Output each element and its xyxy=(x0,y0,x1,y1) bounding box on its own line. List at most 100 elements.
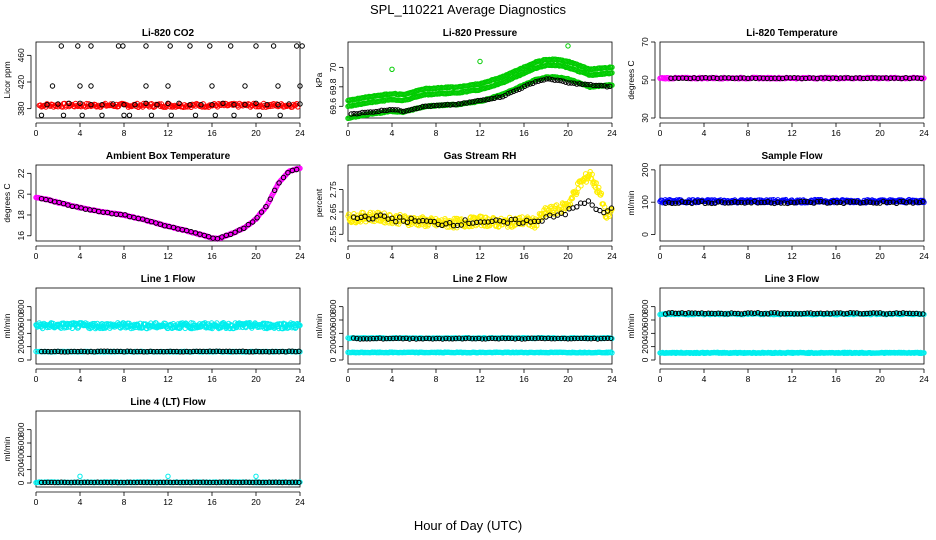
data-point xyxy=(798,198,804,205)
data-point xyxy=(768,75,774,82)
data-point xyxy=(718,310,725,317)
data-point xyxy=(472,336,479,342)
data-point xyxy=(55,479,61,486)
data-point xyxy=(837,199,844,205)
data-point xyxy=(589,171,595,177)
data-point xyxy=(275,102,281,108)
data-point xyxy=(864,199,870,205)
data-point xyxy=(297,165,303,171)
data-point xyxy=(455,101,462,107)
y-axis-label: percent xyxy=(314,188,324,217)
data-point xyxy=(575,335,581,342)
data-point xyxy=(593,180,599,186)
data-point xyxy=(269,348,276,355)
data-point xyxy=(433,335,439,342)
data-point xyxy=(297,83,303,89)
data-point xyxy=(745,199,751,205)
data-point xyxy=(609,70,615,76)
data-point xyxy=(845,75,851,81)
data-point xyxy=(294,43,300,49)
data-point xyxy=(154,102,160,108)
data-point xyxy=(359,109,365,116)
chart-title: Li-820 Temperature xyxy=(746,28,838,39)
data-point xyxy=(360,336,367,342)
y-tick-label: 200 xyxy=(640,339,650,353)
data-point xyxy=(560,78,566,84)
data-point xyxy=(569,195,576,201)
data-point xyxy=(294,321,300,327)
data-point xyxy=(79,112,85,119)
data-point xyxy=(581,200,588,206)
data-point xyxy=(830,75,836,81)
data-point xyxy=(535,78,542,84)
data-point xyxy=(562,335,568,342)
data-point xyxy=(364,336,370,342)
data-point xyxy=(519,336,525,342)
data-point xyxy=(286,101,292,107)
data-point xyxy=(280,174,287,181)
data-point xyxy=(895,75,901,81)
data-point xyxy=(187,349,193,355)
plot-frame xyxy=(35,164,301,242)
data-point xyxy=(880,198,886,205)
data-point xyxy=(742,310,748,317)
data-point xyxy=(692,310,698,316)
data-points xyxy=(345,43,615,122)
data-point xyxy=(443,335,449,342)
data-point xyxy=(545,335,551,342)
data-point xyxy=(568,336,574,342)
data-point xyxy=(834,200,840,206)
data-point xyxy=(921,75,927,81)
data-point xyxy=(488,96,495,102)
x-tick-label: 8 xyxy=(746,128,751,138)
data-point xyxy=(532,335,538,342)
y-tick-label: 380 xyxy=(16,101,26,115)
data-point xyxy=(114,348,121,355)
data-point xyxy=(377,335,383,341)
data-point xyxy=(771,200,778,207)
x-tick-label: 0 xyxy=(346,374,351,384)
data-point xyxy=(38,348,45,355)
data-point xyxy=(245,221,252,228)
data-point xyxy=(494,94,500,100)
data-point xyxy=(781,200,788,206)
y-tick-label: 2.75 xyxy=(328,181,338,198)
data-point xyxy=(104,348,111,354)
data-point xyxy=(406,336,413,342)
data-point xyxy=(576,81,583,87)
data-point xyxy=(466,335,472,341)
data-point xyxy=(456,335,462,341)
data-point xyxy=(602,204,608,210)
x-tick-label: 8 xyxy=(434,128,439,138)
data-point xyxy=(804,199,811,205)
data-point xyxy=(672,200,679,206)
data-point xyxy=(857,75,863,81)
data-point xyxy=(42,348,48,355)
data-point xyxy=(413,336,419,342)
data-point xyxy=(88,102,94,108)
data-points xyxy=(36,43,305,119)
data-point xyxy=(827,199,834,206)
data-point xyxy=(508,89,514,96)
chart-title: Line 4 (LT) Flow xyxy=(130,397,206,408)
data-point xyxy=(436,335,443,342)
data-point xyxy=(748,310,755,316)
data-point xyxy=(776,75,782,81)
data-point xyxy=(837,310,844,316)
data-point xyxy=(99,102,105,108)
data-point xyxy=(745,75,751,81)
data-point xyxy=(669,200,675,206)
data-point xyxy=(685,310,692,316)
data-point xyxy=(562,211,569,218)
data-point xyxy=(65,479,71,486)
data-point xyxy=(187,43,193,49)
data-point xyxy=(850,310,857,316)
y-tick-label: 200 xyxy=(16,462,26,476)
x-tick-label: 20 xyxy=(563,251,573,261)
data-point xyxy=(857,200,863,206)
data-point xyxy=(552,203,558,209)
data-point xyxy=(272,187,278,193)
